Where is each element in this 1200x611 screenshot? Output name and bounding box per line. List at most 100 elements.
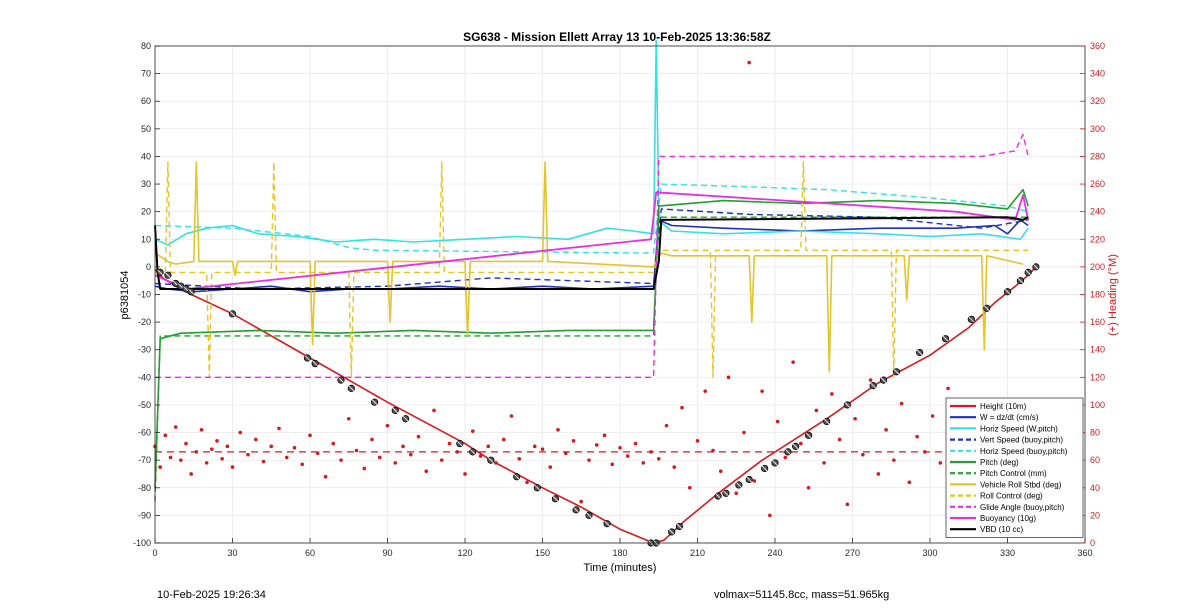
y2-tick-label: 120 [1090, 372, 1105, 382]
y2-tick-label: 60 [1090, 455, 1100, 465]
height-marker [228, 310, 237, 318]
height-marker [164, 271, 172, 279]
heading-point [432, 408, 436, 413]
y-tick-label: -90 [138, 510, 151, 520]
heading-point [548, 465, 553, 469]
y2-tick-label: 240 [1090, 207, 1105, 217]
heading-point [517, 456, 522, 461]
height-marker [745, 475, 753, 484]
heading-point [664, 423, 669, 428]
y-tick-label: -100 [133, 538, 151, 548]
heading-point [277, 426, 281, 431]
heading-point [899, 401, 904, 406]
heading-point [687, 485, 692, 490]
x-tick-label: 210 [690, 548, 705, 558]
y2-tick-label: 180 [1090, 290, 1105, 300]
y-tick-label: -20 [138, 317, 151, 327]
y-tick-label: 40 [141, 151, 151, 161]
height-marker [675, 522, 684, 531]
height-marker [456, 439, 464, 448]
heading-point [845, 502, 850, 507]
height-marker [551, 495, 560, 503]
x-tick-label: 270 [845, 548, 860, 558]
y-axis-label: p6381054 [119, 271, 131, 320]
x-tick-label: 60 [305, 548, 315, 558]
legend-entry-pitch-control-mm: Pitch Control (mm) [950, 469, 1047, 478]
height-marker [370, 398, 379, 406]
heading-point [822, 461, 826, 465]
heading-point [385, 423, 390, 428]
height-marker [967, 315, 975, 323]
heading-point [830, 392, 834, 396]
heading-point [641, 461, 646, 465]
y-tick-label: -80 [138, 483, 151, 493]
legend-entry-buoyancy-10g: Buoyancy (10g) [950, 514, 1036, 523]
y-tick-label: 0 [146, 262, 151, 272]
height-marker [892, 368, 901, 376]
heading-point [447, 441, 452, 446]
legend-entry-horiz-speed-buoy-pitch: Horiz Speed (buoy,pitch) [950, 447, 1068, 456]
series-pitch-control-mm [154, 216, 1029, 502]
height-marker [585, 511, 593, 519]
heading-point [930, 414, 935, 418]
height-marker [1016, 277, 1025, 285]
height-marker [513, 473, 521, 481]
heading-point [532, 444, 537, 449]
y-tick-label: -30 [138, 345, 151, 355]
height-marker [469, 448, 477, 456]
heading-point [752, 479, 757, 483]
x-tick-label: 300 [922, 548, 937, 558]
heading-point [656, 456, 661, 461]
heading-point [868, 378, 873, 382]
y2-tick-label: 260 [1090, 179, 1105, 189]
series-layer [154, 39, 1037, 544]
heading-point [158, 465, 162, 469]
x-axis: 0 30 60 90 120 150 180 210 240 270 300 330 360 [152, 538, 1093, 558]
legend-entry-glide-angle-buoy-pitch: Glide Angle (buoy,pitch) [950, 503, 1065, 512]
legend-label: VBD (10 cc) [980, 525, 1023, 534]
height-marker [714, 492, 722, 500]
y-tick-label: 60 [141, 96, 151, 106]
heading-point [876, 472, 881, 476]
heading-point [331, 441, 336, 446]
height-markers [156, 263, 1040, 547]
legend-label: Pitch Control (mm) [980, 469, 1047, 478]
heading-point [470, 429, 475, 433]
heading-point [915, 434, 919, 439]
heading-point [837, 437, 842, 442]
heading-point [494, 461, 498, 465]
series-vert-speed-buoy-pitch [154, 208, 1029, 290]
series-buoyancy-10g [154, 191, 1030, 290]
heading-point [892, 458, 896, 462]
y-tick-label: -70 [138, 455, 151, 465]
height-marker [303, 354, 312, 362]
legend-entry-roll-control-deg: Roll Control (deg) [950, 492, 1043, 501]
height-marker [941, 335, 950, 343]
height-marker [792, 442, 800, 450]
heading-point [501, 437, 506, 442]
heading-point [246, 452, 250, 457]
legend-label: Buoyancy (10g) [980, 514, 1036, 523]
heading-point [408, 452, 413, 457]
heading-point [571, 439, 576, 443]
series-horiz-speed-buoy-pitch [154, 183, 1029, 254]
heading-point [618, 445, 622, 450]
y2-tick-label: 140 [1090, 345, 1105, 355]
x-tick-label: 150 [535, 548, 550, 558]
heading-point [853, 416, 857, 421]
heading-point [253, 437, 258, 442]
legend-label: Pitch (deg) [980, 458, 1019, 467]
y2-tick-label: 280 [1090, 151, 1105, 161]
legend: Height (10m) W = dz/dt (cm/s) Horiz Speed … [945, 397, 1084, 538]
y2-tick-label: 0 [1090, 538, 1095, 548]
legend-entry-vert-speed-buoy-pitch: Vert Speed (buoy,pitch) [950, 436, 1063, 445]
y-tick-label: 50 [141, 124, 151, 134]
heading-point [579, 499, 584, 504]
heading-point [163, 433, 168, 438]
height-marker [916, 348, 924, 357]
legend-box [945, 397, 1084, 538]
heading-point [923, 450, 927, 454]
footer-timestamp: 10-Feb-2025 19:26:34 [157, 589, 266, 601]
series-roll-control-deg [155, 161, 1029, 378]
heading-point [556, 427, 560, 432]
